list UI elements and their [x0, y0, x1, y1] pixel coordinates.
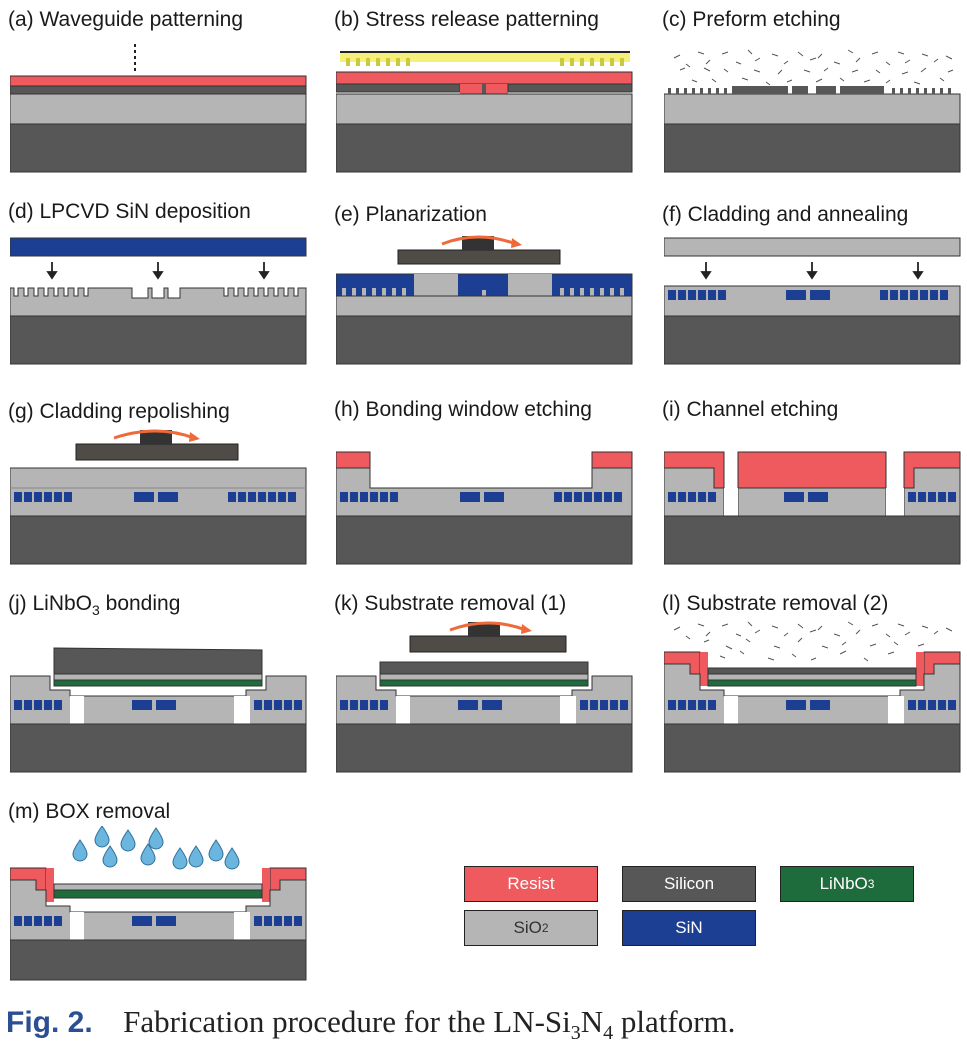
panel-title-m: (m) BOX removal	[8, 800, 171, 823]
panel-title-l: (l) Substrate removal (2)	[662, 592, 889, 615]
panel-title-b: (b) Stress release patterning	[334, 8, 599, 31]
panel-d-diagram	[10, 237, 307, 365]
legend-linbo3: LiNbO 3	[780, 866, 914, 902]
legend-silicon: Silicon	[622, 866, 756, 902]
panel-a-diagram	[10, 44, 307, 173]
panel-title-h: (h) Bonding window etching	[334, 398, 592, 421]
panel-e-diagram	[336, 235, 633, 365]
panel-title-k: (k) Substrate removal (1)	[334, 592, 567, 615]
panel-title-j: (j) LiNbO3 bonding	[8, 592, 181, 619]
legend-resist: Resist	[464, 866, 598, 902]
caption-text: Fabrication procedure for the LN-Si3N4 p…	[123, 1004, 736, 1045]
panel-m-diagram	[10, 826, 307, 981]
figure-caption: Fig. 2. Fabrication procedure for the LN…	[6, 1004, 735, 1045]
panel-title-f: (f) Cladding and annealing	[662, 203, 909, 226]
panel-k-diagram	[336, 621, 633, 773]
panel-title-c: (c) Preform etching	[662, 8, 841, 31]
panel-title-g: (g) Cladding repolishing	[8, 400, 230, 423]
panel-title-d: (d) LPCVD SiN deposition	[8, 200, 251, 223]
panel-title-a: (a) Waveguide patterning	[8, 8, 244, 31]
figure-label: Fig. 2.	[6, 1006, 93, 1039]
panel-title-e: (e) Planarization	[334, 203, 487, 226]
water-droplets	[72, 826, 240, 870]
panel-b-diagram	[336, 51, 633, 173]
legend-sio2: SiO 2	[464, 910, 598, 946]
panel-g-diagram	[10, 429, 307, 565]
panel-c-diagram	[664, 49, 961, 173]
panel-i-diagram	[664, 451, 961, 565]
panel-f-diagram	[664, 237, 961, 365]
panel-title-i: (i) Channel etching	[662, 398, 839, 421]
panel-l-diagram	[664, 621, 961, 773]
panel-j-diagram	[10, 647, 307, 773]
legend-sin: SiN	[622, 910, 756, 946]
panel-h-diagram	[336, 451, 633, 565]
